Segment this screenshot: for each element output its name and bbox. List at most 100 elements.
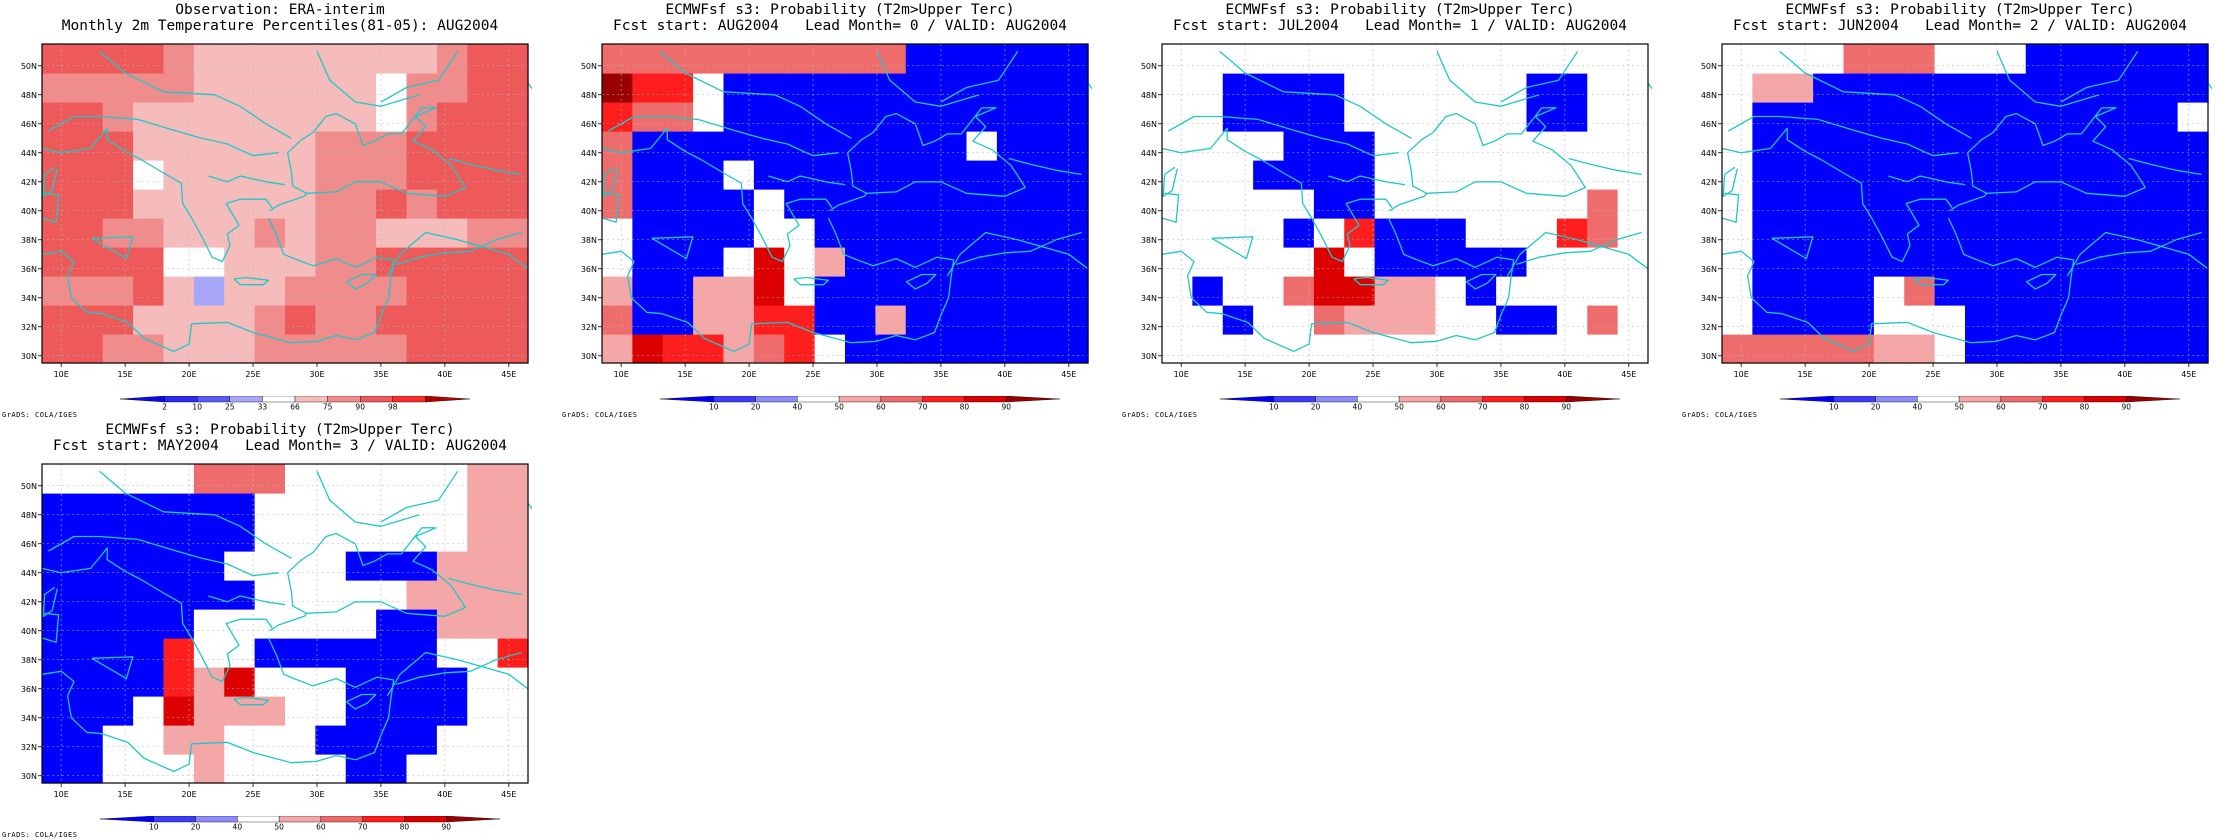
heatmap-cell [72,609,104,639]
heatmap-cell [2177,305,2209,335]
heatmap-cell [193,189,225,219]
coastline [345,273,377,290]
heatmap-cell [72,493,104,523]
heatmap-cell [1283,305,1315,335]
y-tick-label: 46N [581,120,597,129]
heatmap-cell [1813,131,1845,161]
coastline [208,595,286,606]
heatmap-cell [784,334,816,364]
heatmap-cell [224,44,256,74]
heatmap-cell [1283,160,1315,190]
heatmap-cell [376,522,408,552]
heatmap-cell [133,44,165,74]
coastline [601,250,734,352]
heatmap-cell [224,131,256,161]
heatmap-cell [285,464,316,494]
coastline [42,166,58,197]
x-tick-label: 15E [1238,370,1253,379]
y-tick-label: 34N [21,294,37,303]
heatmap-cell [966,160,998,190]
colorbar-segment [425,396,470,403]
colorbar-segments [1220,396,1620,403]
heatmap-cell [436,131,468,161]
heatmap-cell [2116,131,2148,161]
heatmap-cell [224,464,256,494]
colorbar-tick-label: 40 [793,403,803,411]
colorbar-tick-label: 80 [960,403,970,411]
coastline [233,696,270,706]
heatmap-cell [1617,131,1649,161]
heatmap-cell [723,247,755,277]
heatmap-cell [1965,73,1996,103]
heatmap-cell [936,334,968,364]
heatmap-cell [72,334,104,364]
heatmap-cell [72,218,104,248]
heatmap-cell [376,160,408,190]
heatmap-cell [102,160,134,190]
heatmap-cell [436,522,468,552]
heatmap-cell [345,580,377,610]
heatmap-cell [163,493,195,523]
y-tick-label: 34N [581,294,597,303]
credit-label: GrADS: COLA/IGES [1682,411,1758,419]
colorbar-segment [294,396,328,403]
heatmap-cell [376,609,408,639]
x-tick-label: 35E [2053,370,2068,379]
heatmap-cell [1587,44,1619,74]
heatmap-cell [1465,189,1497,219]
heatmap-cell [467,667,499,697]
colorbar-tick-label: 60 [1436,403,1446,411]
heatmap-cell [467,102,499,132]
y-tick-label: 30N [21,352,37,361]
heatmap-cell [102,609,134,639]
heatmap-cell [406,522,438,552]
heatmap-cell [693,44,725,74]
colorbar-segment [100,816,154,823]
heatmap-cell [1965,334,1996,364]
heatmap-cell [72,464,104,494]
heatmap-cell [42,725,73,755]
heatmap-cell [345,667,377,697]
coastline [386,231,529,277]
heatmap-cell [1313,305,1345,335]
heatmap-cell [1344,73,1376,103]
heatmap-cell [224,334,256,364]
heatmap-cell [102,551,134,581]
heatmap-cell [1496,160,1528,190]
heatmap-cell [1057,218,1089,248]
heatmap-cell [602,305,633,335]
heatmap-cell [72,160,104,190]
colorbar-tick-label: 60 [316,823,326,831]
heatmap-cell [723,305,755,335]
heatmap-cell [315,131,347,161]
heatmap-cell [254,73,286,103]
colorbar-segment [362,816,405,823]
colorbar-segment [1482,396,1525,403]
heatmap-cell [1435,334,1467,364]
grid-lines [1162,44,1648,363]
heatmap-cell [1617,160,1649,190]
y-tick-label: 34N [21,714,37,723]
heatmap-cell [102,131,134,161]
heatmap-cell [996,160,1028,190]
heatmap-cell [936,160,968,190]
heatmap-cell [632,334,664,364]
heatmap-cell [723,73,755,103]
colorbar: 10 20 40 50 60 70 80 90 [1780,396,2180,410]
heatmap-cell [1435,218,1467,248]
heatmap-cell [285,551,316,581]
heatmap-cell [224,609,256,639]
colorbar-segment [1833,396,1876,403]
heatmap-cell [315,667,347,697]
heatmap-cell [254,667,286,697]
heatmap-cell [345,638,377,668]
heatmap-cell [814,73,846,103]
coastline [448,577,522,596]
heatmap-cell [2025,160,2057,190]
colorbar-segment [196,396,230,403]
heatmap-cell [1222,131,1254,161]
heatmap-cell [1782,131,1814,161]
heatmap-cell [1253,305,1285,335]
heatmap-cell [1162,73,1193,103]
heatmap-cell [845,131,876,161]
